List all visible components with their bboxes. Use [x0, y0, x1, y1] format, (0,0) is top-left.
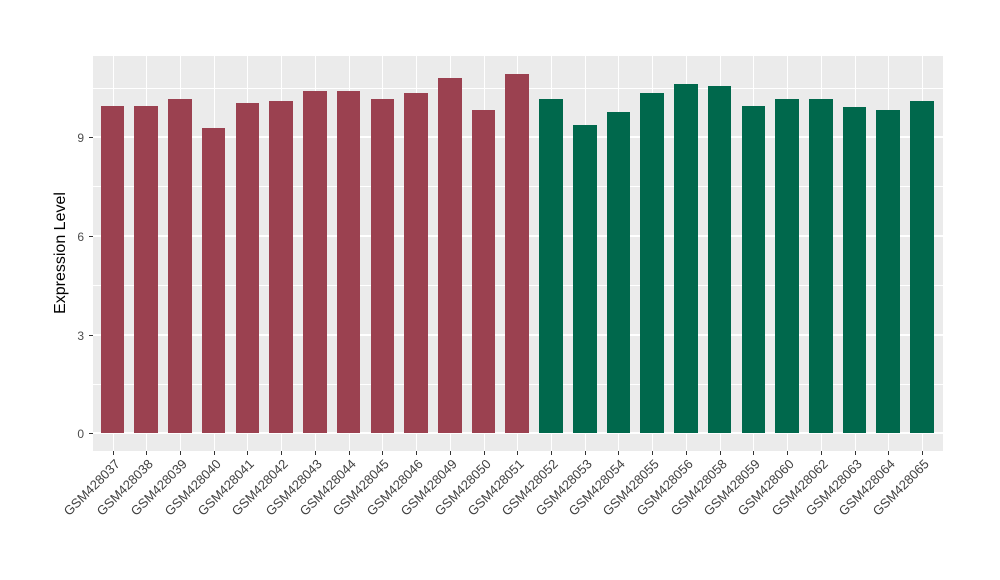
x-tick-mark	[787, 451, 789, 455]
x-tick-mark	[854, 451, 856, 455]
bar-GSM428037	[100, 105, 125, 434]
bar-GSM428049	[438, 77, 462, 434]
x-tick-mark	[685, 451, 687, 455]
x-tick-mark	[281, 451, 283, 455]
bar-GSM428042	[269, 100, 293, 434]
x-tick-mark	[213, 451, 215, 455]
x-tick-mark	[112, 451, 114, 455]
bar-GSM428043	[303, 90, 327, 434]
x-tick-mark	[652, 451, 654, 455]
bar-GSM428046	[404, 92, 428, 434]
bar-GSM428045	[370, 98, 395, 434]
plot-panel	[93, 56, 943, 451]
x-tick-mark	[888, 451, 890, 455]
y-tick-mark	[89, 334, 93, 336]
y-tick-mark	[89, 235, 93, 237]
bar-GSM428056	[674, 84, 698, 434]
bar-GSM428053	[572, 125, 597, 434]
x-tick-mark	[179, 451, 181, 455]
x-tick-mark	[753, 451, 755, 455]
bar-GSM428044	[336, 90, 361, 434]
bar-GSM428065	[910, 101, 934, 434]
bar-GSM428052	[539, 98, 563, 434]
bar-GSM428040	[201, 128, 226, 434]
bar-GSM428039	[168, 98, 192, 434]
bar-GSM428064	[876, 109, 901, 434]
y-tick-mark	[89, 433, 93, 435]
bar-GSM428051	[505, 74, 530, 434]
bar-GSM428038	[134, 105, 159, 434]
bar-GSM428060	[775, 98, 799, 434]
bar-GSM428063	[842, 107, 867, 434]
bar-GSM428058	[707, 86, 732, 434]
x-tick-mark	[922, 451, 924, 455]
y-tick-label: 0	[77, 427, 84, 442]
x-tick-mark	[247, 451, 249, 455]
x-tick-mark	[146, 451, 148, 455]
x-tick-mark	[719, 451, 721, 455]
x-tick-mark	[382, 451, 384, 455]
x-tick-mark	[820, 451, 822, 455]
x-tick-mark	[483, 451, 485, 455]
bar-GSM428050	[471, 109, 496, 434]
x-tick-mark	[314, 451, 316, 455]
x-tick-mark	[416, 451, 418, 455]
x-tick-mark	[517, 451, 519, 455]
bar-GSM428041	[235, 102, 260, 434]
x-tick-mark	[550, 451, 552, 455]
x-tick-mark	[618, 451, 620, 455]
y-tick-mark	[89, 137, 93, 139]
y-tick-label: 3	[77, 328, 84, 343]
y-tick-label: 9	[77, 131, 84, 146]
bar-GSM428054	[606, 111, 631, 434]
y-tick-label: 6	[77, 229, 84, 244]
bar-GSM428062	[809, 99, 833, 434]
bar-GSM428055	[640, 92, 664, 434]
x-tick-mark	[449, 451, 451, 455]
y-axis-title: Expression Level	[52, 192, 69, 314]
bar-GSM428059	[741, 106, 766, 434]
x-tick-mark	[348, 451, 350, 455]
x-tick-mark	[584, 451, 586, 455]
